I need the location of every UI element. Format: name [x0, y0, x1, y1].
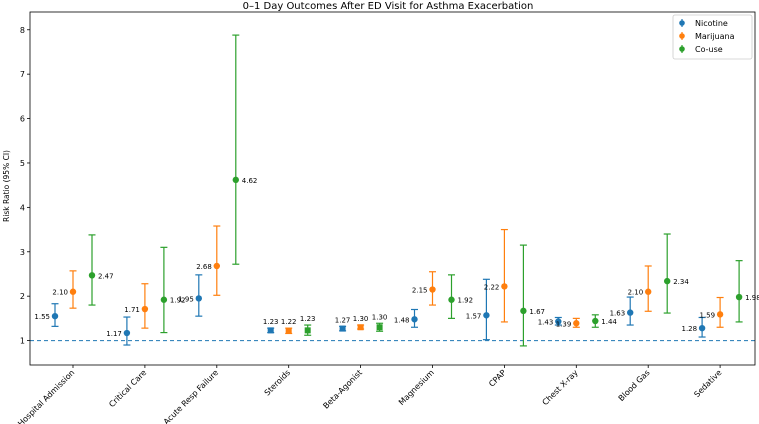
data-label: 2.10 — [628, 289, 644, 297]
data-point — [285, 327, 292, 334]
data-label: 1.28 — [682, 325, 698, 333]
y-axis-label: Risk Ratio (95% CI) — [2, 150, 11, 222]
data-point — [69, 288, 77, 295]
data-point — [411, 316, 418, 323]
data-label: 1.23 — [300, 315, 316, 323]
data-label: 1.27 — [335, 316, 351, 324]
legend-box — [672, 14, 753, 60]
legend-entry-label: Marijuana — [695, 32, 735, 41]
y-tick-label: 7 — [20, 70, 25, 79]
data-point — [376, 324, 383, 331]
data-point — [51, 312, 59, 320]
data-point — [123, 329, 131, 337]
chart-title: 0–1 Day Outcomes After ED Visit for Asth… — [243, 1, 534, 12]
y-tick-label: 5 — [20, 159, 25, 168]
x-category-label: Beta-Agonist — [321, 368, 364, 411]
data-label: 1.67 — [529, 308, 545, 316]
x-category-label: Critical Care — [107, 368, 148, 409]
data-point — [627, 309, 634, 316]
y-tick-label: 4 — [20, 203, 25, 212]
y-tick-label: 2 — [20, 292, 25, 301]
data-point — [213, 262, 220, 270]
data-label: 1.43 — [538, 318, 554, 326]
data-label: 1.98 — [745, 294, 759, 302]
data-label: 2.15 — [412, 287, 428, 295]
data-point — [357, 324, 364, 331]
data-point — [520, 307, 527, 315]
data-label: 1.55 — [34, 313, 50, 321]
data-point — [267, 327, 274, 334]
data-label: 1.95 — [178, 295, 194, 303]
data-point — [141, 305, 149, 313]
data-label: 1.59 — [700, 311, 716, 319]
x-category-label: Blood Gas — [617, 368, 652, 403]
data-label: 1.30 — [353, 315, 369, 323]
legend-marker-icon — [679, 20, 685, 26]
data-point — [195, 295, 202, 302]
x-category-label: Hospital Admission — [16, 368, 76, 424]
y-tick-label: 1 — [20, 337, 25, 346]
data-label: 1.17 — [106, 330, 122, 338]
data-label: 1.63 — [610, 310, 626, 318]
data-point — [160, 296, 168, 303]
data-label: 1.30 — [372, 313, 388, 321]
data-label: 1.39 — [556, 320, 572, 328]
x-category-label: Magnesium — [397, 368, 436, 407]
data-point — [645, 288, 652, 295]
data-label: 2.34 — [673, 278, 689, 286]
plot-area: 1 2 3 4 5 6 7 8 Hospital Admission Critical Care A… — [16, 26, 759, 424]
data-label: 2.10 — [52, 289, 68, 297]
data-point — [304, 327, 311, 334]
data-label: 2.47 — [98, 272, 114, 280]
data-point — [716, 311, 724, 318]
legend-marker-icon — [679, 46, 685, 52]
data-point — [483, 312, 490, 319]
legend-entry-label: Co-use — [695, 45, 723, 54]
data-label: 1.92 — [458, 297, 474, 305]
legend-marker-icon — [679, 33, 685, 39]
legend: Nicotine Marijuana Co-use — [672, 14, 753, 60]
data-label: 1.22 — [281, 318, 297, 326]
data-point — [232, 176, 239, 184]
data-point — [339, 325, 346, 332]
x-category-label: Acute Resp Failure — [162, 368, 220, 424]
data-point — [555, 318, 562, 325]
data-point — [664, 277, 671, 285]
data-label: 1.23 — [263, 318, 279, 326]
data-label: 1.44 — [601, 318, 617, 326]
data-label: 1.48 — [394, 316, 410, 324]
data-label: 1.92 — [170, 297, 186, 305]
plot-frame — [29, 11, 756, 366]
data-point — [501, 283, 508, 290]
data-label: 1.57 — [466, 312, 482, 320]
data-point — [88, 272, 96, 279]
x-category-label: CPAP — [487, 368, 508, 389]
data-label: 2.22 — [484, 283, 500, 291]
x-category-label: Chest X-ray — [541, 368, 580, 407]
data-label: 4.62 — [242, 177, 258, 185]
y-tick-label: 6 — [20, 115, 25, 124]
data-point — [698, 324, 706, 332]
y-tick-label: 8 — [20, 26, 25, 35]
data-label: 2.68 — [196, 263, 212, 271]
data-point — [592, 317, 599, 325]
x-category-label: Steroids — [263, 368, 292, 397]
x-category-label: Sedative — [692, 368, 723, 399]
data-point — [429, 286, 436, 293]
data-point — [448, 296, 455, 303]
y-tick-label: 3 — [20, 248, 25, 257]
data-point — [573, 320, 580, 327]
legend-entry-label: Nicotine — [695, 19, 728, 28]
data-point — [735, 293, 743, 301]
data-label: 1.71 — [124, 306, 140, 314]
